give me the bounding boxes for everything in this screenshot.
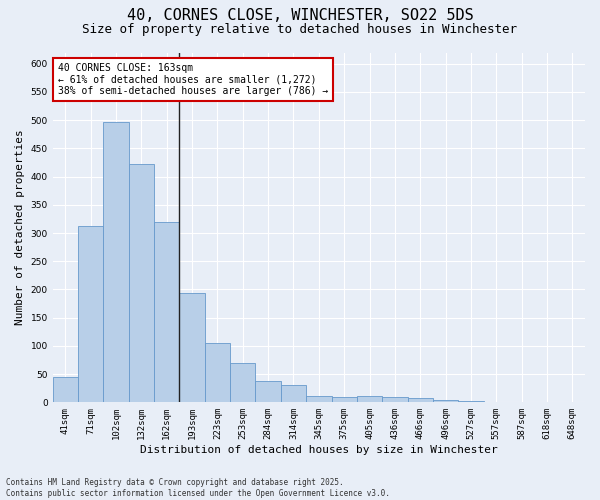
- Y-axis label: Number of detached properties: Number of detached properties: [15, 130, 25, 326]
- Bar: [306, 396, 332, 402]
- Bar: [103, 122, 129, 402]
- Bar: [179, 294, 205, 403]
- Bar: [129, 164, 154, 402]
- Bar: [281, 386, 306, 402]
- Text: Size of property relative to detached houses in Winchester: Size of property relative to detached ho…: [83, 22, 517, 36]
- X-axis label: Distribution of detached houses by size in Winchester: Distribution of detached houses by size …: [140, 445, 498, 455]
- Text: 40 CORNES CLOSE: 163sqm
← 61% of detached houses are smaller (1,272)
38% of semi: 40 CORNES CLOSE: 163sqm ← 61% of detache…: [58, 63, 328, 96]
- Bar: [382, 396, 407, 402]
- Bar: [205, 343, 230, 402]
- Bar: [407, 398, 433, 402]
- Bar: [53, 377, 78, 402]
- Bar: [458, 401, 484, 402]
- Text: 40, CORNES CLOSE, WINCHESTER, SO22 5DS: 40, CORNES CLOSE, WINCHESTER, SO22 5DS: [127, 8, 473, 22]
- Bar: [154, 222, 179, 402]
- Bar: [332, 396, 357, 402]
- Bar: [230, 363, 256, 403]
- Bar: [256, 382, 281, 402]
- Bar: [78, 226, 103, 402]
- Bar: [433, 400, 458, 402]
- Bar: [357, 396, 382, 402]
- Text: Contains HM Land Registry data © Crown copyright and database right 2025.
Contai: Contains HM Land Registry data © Crown c…: [6, 478, 390, 498]
